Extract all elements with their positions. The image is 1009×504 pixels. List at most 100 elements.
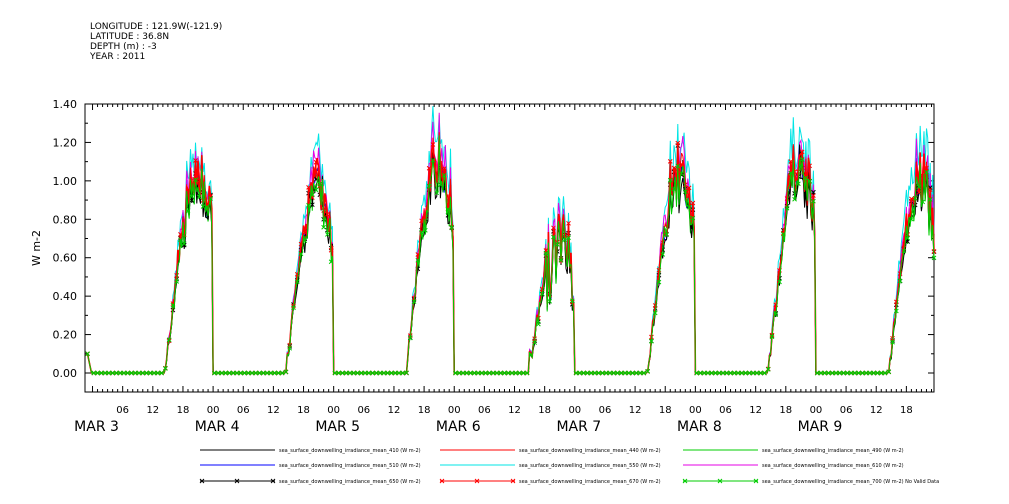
series-marker — [581, 370, 586, 376]
series-marker — [385, 370, 391, 376]
series-marker — [762, 370, 767, 376]
legend-marker — [439, 478, 445, 484]
x-hour-label: 18 — [538, 405, 551, 416]
series-marker — [147, 370, 153, 376]
series-marker — [245, 370, 251, 376]
series-marker — [362, 370, 368, 376]
series-marker — [460, 370, 466, 376]
series-marker — [637, 370, 643, 376]
x-hour-label: 12 — [629, 405, 642, 416]
legend-marker — [510, 478, 516, 484]
series-marker — [302, 230, 308, 235]
series-marker — [890, 339, 895, 345]
series-marker — [705, 370, 711, 376]
series-marker — [249, 370, 255, 376]
series-marker — [426, 183, 432, 189]
series-marker — [566, 220, 571, 226]
series-marker — [713, 370, 718, 376]
series-marker — [603, 370, 609, 376]
series-marker — [343, 370, 349, 376]
series-marker — [694, 370, 699, 376]
series-marker — [294, 279, 300, 285]
y-tick-label: 0.80 — [53, 213, 78, 226]
series-marker — [227, 370, 232, 376]
series-marker — [264, 370, 270, 376]
series-marker — [844, 370, 850, 376]
series-marker — [562, 237, 568, 242]
legend: sea_surface_downwelling_irradiance_mean_… — [199, 448, 939, 485]
x-hour-label: 06 — [719, 405, 732, 416]
series-marker — [170, 302, 176, 308]
series-marker — [799, 149, 805, 155]
series-marker — [886, 369, 892, 375]
x-hour-label: 12 — [508, 405, 521, 416]
series-marker — [758, 370, 764, 376]
series-marker — [291, 305, 296, 311]
series-marker — [193, 158, 198, 163]
series-marker — [306, 202, 311, 208]
series-marker — [633, 370, 639, 376]
series-marker — [505, 370, 511, 376]
series-marker — [453, 370, 458, 376]
series-marker — [716, 370, 722, 376]
series-marker — [747, 370, 752, 376]
series-marker — [811, 198, 816, 204]
series-marker — [912, 195, 918, 201]
series-marker — [577, 370, 583, 376]
series-marker — [509, 370, 515, 376]
series-marker — [351, 370, 357, 376]
series-marker — [573, 370, 579, 376]
x-hour-label: 00 — [568, 405, 581, 416]
legend-label: sea_surface_downwelling_irradiance_mean_… — [519, 479, 661, 485]
series-marker — [377, 370, 383, 376]
series-marker — [438, 182, 443, 188]
series-marker — [728, 370, 733, 376]
series-marker — [419, 230, 424, 235]
series-marker — [709, 370, 715, 376]
x-hour-label: 00 — [327, 405, 340, 416]
x-hour-label: 18 — [418, 405, 431, 416]
series-marker — [366, 370, 372, 376]
x-day-label: MAR 5 — [315, 419, 360, 435]
series-marker — [144, 370, 149, 376]
series-marker — [117, 370, 123, 376]
series-marker — [426, 165, 432, 171]
series-marker — [626, 370, 632, 376]
series-marker — [411, 295, 417, 301]
y-tick-label: 0.00 — [53, 367, 78, 380]
x-day-label: MAR 7 — [556, 419, 601, 435]
legend-label: sea_surface_downwelling_irradiance_mean_… — [519, 448, 661, 454]
series-marker — [618, 370, 624, 376]
series-marker — [796, 181, 801, 187]
series-marker — [174, 279, 180, 284]
x-hour-label: 12 — [388, 405, 401, 416]
series-marker — [739, 370, 745, 376]
series-marker — [189, 194, 195, 199]
series-marker — [818, 370, 824, 376]
legend-label: sea_surface_downwelling_irradiance_mean_… — [762, 448, 904, 454]
series-marker — [257, 370, 262, 376]
series-marker — [660, 240, 666, 245]
y-tick-label: 0.40 — [53, 290, 78, 303]
series-marker — [313, 159, 319, 165]
series-marker — [475, 370, 481, 376]
series-marker — [396, 370, 402, 376]
series-marker — [671, 165, 677, 171]
series-marker — [551, 234, 556, 240]
series-marker — [822, 370, 828, 376]
series-marker — [272, 370, 277, 376]
series-marker — [340, 370, 345, 376]
series-marker — [317, 181, 323, 187]
series-marker — [204, 204, 210, 210]
series-marker — [875, 370, 880, 376]
series-marker — [415, 257, 421, 263]
series-marker — [441, 166, 447, 171]
series-marker — [720, 370, 726, 376]
x-axis: 06 12 18 00 06 12 18 00 06 12 18 00 06 12 18 00 06 12 18 00… — [74, 104, 932, 435]
series-marker — [483, 370, 488, 376]
series-marker — [924, 165, 929, 171]
series-marker — [743, 370, 748, 376]
legend-marker — [753, 478, 759, 484]
series-marker — [860, 370, 865, 376]
series-marker — [163, 366, 168, 371]
